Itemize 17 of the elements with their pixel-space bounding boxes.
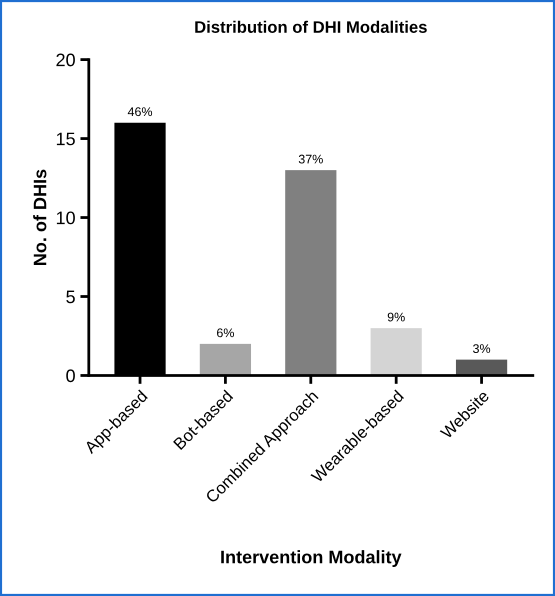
bar	[285, 170, 336, 376]
y-tick-label: 15	[56, 132, 75, 146]
annotation: 46%	[128, 107, 152, 116]
annotation: 6%	[217, 328, 234, 338]
y-tick-label: 0	[66, 369, 75, 382]
chart-title: Distribution of DHI Modalities	[195, 20, 427, 33]
x-axis-title: Intervention Modality	[221, 550, 402, 567]
bar	[456, 360, 508, 376]
y-tick-label: 20	[56, 54, 75, 66]
annotation: 3%	[473, 344, 490, 354]
y-tick-label: 10	[56, 211, 75, 224]
y-tick-label: 5	[66, 290, 75, 304]
bar	[370, 328, 422, 376]
annotation: 9%	[388, 312, 405, 322]
bar	[200, 344, 252, 376]
y-axis-title: No. of DHIs	[33, 170, 46, 265]
annotation: 37%	[298, 154, 323, 164]
